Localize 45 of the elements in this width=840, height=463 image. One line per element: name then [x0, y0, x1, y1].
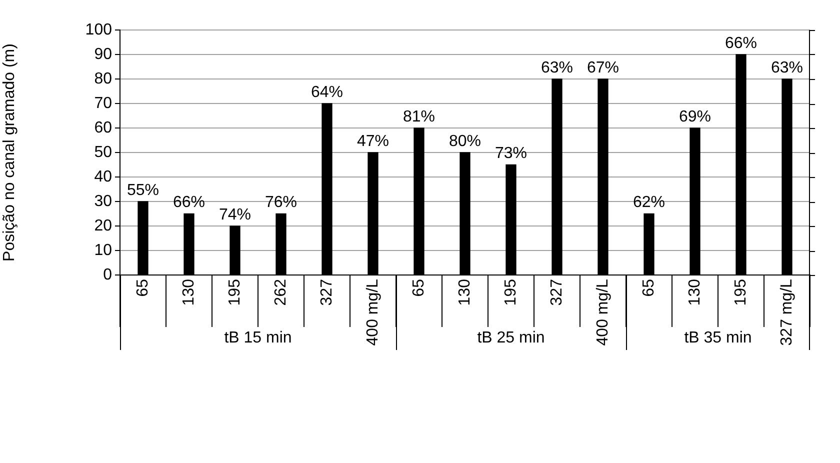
x-tick-label: 65	[640, 278, 658, 297]
annotation: 63%	[770, 59, 804, 76]
x-tick-label: 65	[410, 278, 428, 297]
annotation: 67%	[586, 59, 620, 76]
annotation: 55%	[126, 182, 160, 199]
y-tick-label: 0	[103, 266, 112, 284]
x-tick-label: 327	[318, 278, 336, 306]
x-tick-label: 130	[180, 278, 198, 306]
annotation: 73%	[494, 145, 528, 162]
x-axis-title: tB 35 min	[684, 329, 752, 346]
annotation: 69%	[678, 108, 712, 126]
y-tick-label: 30	[94, 192, 112, 210]
x-tick-label: 400 mg/L	[364, 278, 382, 346]
y-tick-label: 40	[94, 168, 112, 186]
annotation: 62%	[632, 194, 666, 212]
annotation: 81%	[402, 108, 436, 126]
x-tick-label: 130	[686, 278, 704, 306]
y-tick-label: 50	[94, 144, 112, 161]
y-tick-label: 70	[94, 94, 112, 112]
annotation: 74%	[218, 206, 252, 224]
x-tick-label: 65	[134, 278, 152, 297]
annotation: 64%	[310, 84, 344, 101]
x-axis-title: tB 25 min	[477, 329, 545, 346]
x-tick-label: 195	[502, 278, 520, 306]
x-tick-label: 195	[732, 278, 750, 306]
x-tick-label: 130	[456, 278, 474, 306]
y-tick-label: 60	[94, 119, 112, 136]
y-tick-label: 20	[94, 217, 112, 234]
y-tick-label: 100	[85, 21, 112, 38]
x-axis-title: tB 15 min	[224, 329, 292, 346]
annotation: 47%	[356, 132, 390, 150]
annotation: 80%	[448, 132, 482, 150]
x-tick-label: 195	[226, 278, 244, 306]
annotation: 63%	[540, 59, 574, 76]
y-tick-label: 10	[94, 242, 112, 259]
annotation: 66%	[724, 34, 758, 52]
x-tick-label: 327	[548, 278, 566, 306]
x-tick-label: 327 mg/L	[778, 278, 796, 346]
x-tick-label: 400 mg/L	[594, 278, 612, 346]
annotation: 76%	[264, 194, 298, 212]
y-tick-label: 80	[94, 70, 112, 88]
x-tick-label: 262	[272, 278, 290, 306]
annotation: 66%	[172, 194, 206, 212]
y-tick-label: 90	[94, 46, 112, 63]
y-axis-title: Posição no canal gramado (m)	[1, 44, 18, 262]
